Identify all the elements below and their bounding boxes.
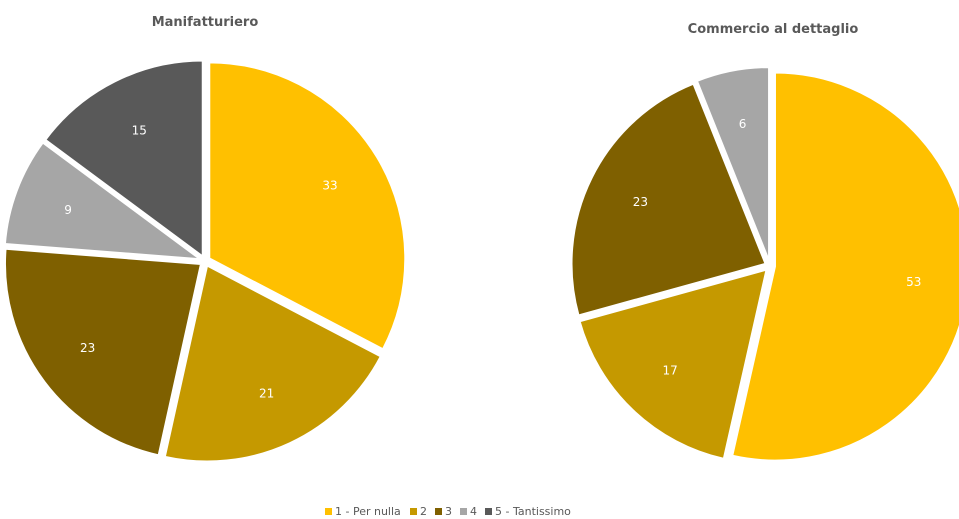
legend: 1 - Per nulla 2 3 4 5 - Tantissimo	[325, 505, 571, 518]
pie-slice-commercio-3	[570, 82, 767, 317]
chart-title-commercio: Commercio al dettaglio	[688, 22, 859, 37]
data-label-commercio-2: 17	[663, 364, 678, 378]
legend-swatch-1	[325, 508, 332, 515]
pie-slice-commercio-2	[578, 268, 768, 461]
legend-swatch-4	[460, 508, 467, 515]
data-label-manifatturiero-1: 33	[322, 178, 337, 192]
data-label-commercio-3: 23	[633, 195, 648, 209]
data-label-manifatturiero-5: 15	[132, 123, 147, 137]
data-label-commercio-4: 6	[739, 117, 747, 131]
data-label-manifatturiero-4: 9	[64, 203, 72, 217]
legend-label-2: 2	[420, 505, 427, 518]
pie-slice-manifatturiero-1	[208, 61, 407, 351]
legend-label-5: 5 - Tantissimo	[495, 505, 571, 518]
pie-slice-commercio-1	[731, 71, 959, 462]
data-label-manifatturiero-3: 23	[80, 341, 95, 355]
pie-slice-manifatturiero-4	[3, 141, 204, 261]
pie-slice-commercio-4	[695, 66, 771, 262]
legend-label-3: 3	[445, 505, 452, 518]
legend-swatch-5	[485, 508, 492, 515]
data-label-commercio-1: 53	[906, 275, 921, 289]
legend-label-1: 1 - Per nulla	[335, 505, 401, 518]
pie-slice-manifatturiero-3	[4, 247, 203, 457]
pie-slice-manifatturiero-2	[163, 264, 383, 463]
legend-swatch-2	[410, 508, 417, 515]
legend-label-4: 4	[470, 505, 477, 518]
pie-manifatturiero: 33 21 23 9 15	[3, 59, 407, 463]
data-label-manifatturiero-2: 21	[259, 386, 274, 400]
pie-commercio: 53 17 23 6	[570, 66, 959, 462]
pie-slice-manifatturiero-5	[43, 59, 204, 259]
chart-title-manifatturiero: Manifatturiero	[152, 15, 259, 30]
legend-swatch-3	[435, 508, 442, 515]
